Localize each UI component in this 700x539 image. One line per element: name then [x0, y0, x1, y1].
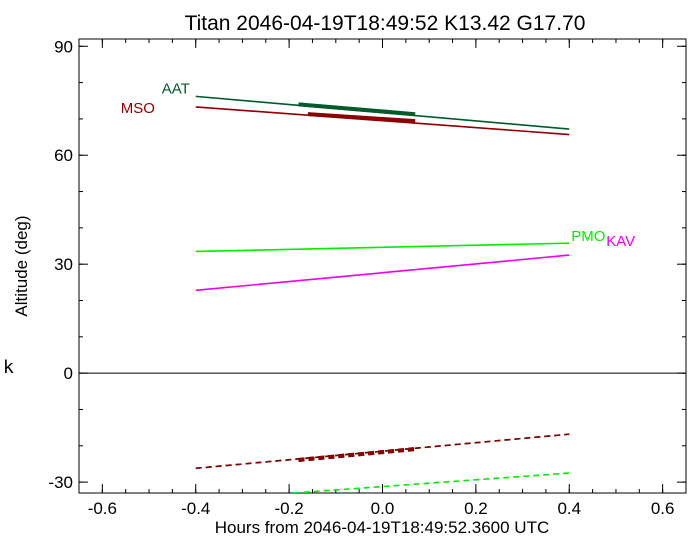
series-line-kav [195, 254, 570, 292]
chart-title: Titan 2046-04-19T18:49:52 K13.42 G17.70 [185, 12, 586, 35]
x-tick-label: -0.4 [181, 499, 210, 518]
y-tick-label: 0 [64, 364, 73, 383]
series-label-mso: MSO [121, 100, 155, 117]
side-label: k [3, 357, 14, 378]
x-tick-label: 0.4 [557, 499, 581, 518]
x-axis-label: Hours from 2046-04-19T18:49:52.3600 UTC [215, 518, 550, 537]
x-tick-label: 0.0 [371, 499, 395, 518]
y-tick-label: 30 [54, 255, 73, 274]
tick-layer: -0.6 -0.4 -0.2 0.0 0.2 0.4 0.6 -30 0 30 60 90 [48, 37, 686, 518]
y-tick-label: 60 [54, 146, 73, 165]
series-dark-segment [298, 447, 416, 462]
series-label-pmo: PMO [571, 228, 605, 245]
plot-frame [78, 38, 687, 494]
x-tick-label: -0.2 [274, 499, 303, 518]
series-layer [195, 95, 570, 493]
y-axis-label: Altitude (deg) [12, 215, 31, 316]
x-tick-label: 0.6 [651, 499, 675, 518]
x-tick-label: 0.2 [464, 499, 488, 518]
series-dark-segment [307, 112, 416, 124]
series-label-aat: AAT [162, 80, 190, 97]
series-labels: AAT MSO PMO KAV [121, 80, 635, 250]
y-tick-label: -30 [48, 473, 73, 492]
y-tick-label: 90 [54, 37, 73, 56]
series-dark-segment [298, 102, 416, 117]
series-line-pmo [195, 242, 570, 253]
series-dark-segment [298, 447, 416, 462]
series-label-kav: KAV [606, 233, 635, 250]
x-tick-label: -0.6 [88, 499, 117, 518]
series-line-below-horizon [293, 472, 570, 493]
series-line-below-horizon [195, 433, 570, 470]
